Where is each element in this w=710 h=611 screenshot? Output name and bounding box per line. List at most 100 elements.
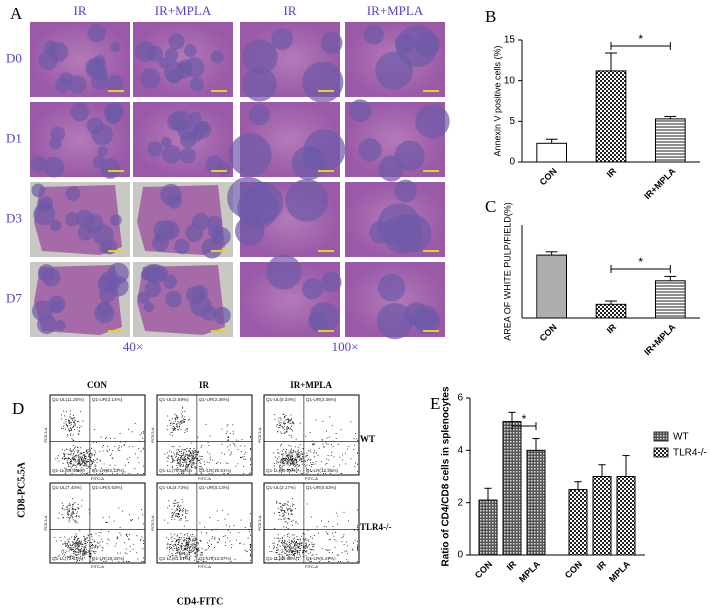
event [120,446,122,448]
quadrant-label: Q1-UR(0.63%) [92,485,123,490]
event [164,453,166,455]
event [321,439,323,441]
event [72,519,74,521]
event [332,551,333,553]
event [294,544,296,546]
event [99,460,101,462]
event [172,466,174,468]
event [83,540,85,542]
event [185,549,187,551]
event [187,457,189,458]
event [306,547,308,549]
event [67,506,68,508]
event [126,458,128,460]
event [176,549,178,551]
event [284,552,286,554]
event [291,510,293,512]
error-bar [508,411,516,422]
event [170,423,171,424]
event [65,543,67,544]
event [321,440,323,442]
event [292,538,294,540]
event [192,543,194,545]
event [82,461,84,463]
event [85,550,87,552]
event [281,536,283,538]
white-pulp [103,103,123,122]
event [83,553,85,555]
event [281,459,283,461]
event [129,534,130,535]
event [297,539,299,540]
micrograph [227,176,340,257]
event [75,446,76,448]
event [290,510,292,512]
column-label: IR+MPLA [155,3,212,18]
event [84,539,86,541]
event [91,454,93,455]
event [78,431,80,432]
event [103,463,105,465]
event [69,453,71,455]
event [189,462,191,464]
event [276,500,278,502]
event [65,468,67,470]
event [205,557,207,559]
event [227,424,229,426]
event [241,457,243,458]
event [195,455,196,457]
event [200,446,202,448]
event [78,550,80,551]
event [314,450,316,452]
event [306,550,308,552]
event [308,553,310,555]
event [190,534,191,536]
event [67,433,69,435]
event [309,462,311,464]
event [74,508,76,510]
event [90,460,92,462]
plot-x-label: FITC-A [91,476,104,481]
event [232,424,234,426]
event [87,542,89,543]
event [124,471,126,473]
significance: * [638,32,643,46]
event [73,453,75,455]
event [288,445,290,447]
error-bar [664,115,677,119]
event [69,544,71,546]
event [179,451,180,453]
event [327,533,329,535]
event [85,552,87,554]
event [290,435,292,437]
event [183,471,185,473]
event [74,537,76,539]
white-pulp [94,302,115,324]
event [339,464,341,466]
event [103,445,104,446]
event [143,557,144,559]
event [303,540,305,542]
event [194,450,196,451]
plot-frame [156,394,253,476]
event [277,507,279,509]
event [283,422,284,424]
event [181,543,183,545]
event [188,465,190,467]
event [66,448,68,450]
event [178,549,180,550]
event [112,457,114,459]
event [357,525,358,527]
event [76,454,77,456]
event [237,463,239,465]
event [284,546,286,548]
event [78,457,80,459]
event [183,549,185,551]
event [77,560,79,561]
bar [502,421,522,556]
event [220,462,221,464]
event [188,553,190,555]
event [194,541,196,543]
event [193,538,195,540]
event [193,535,195,537]
